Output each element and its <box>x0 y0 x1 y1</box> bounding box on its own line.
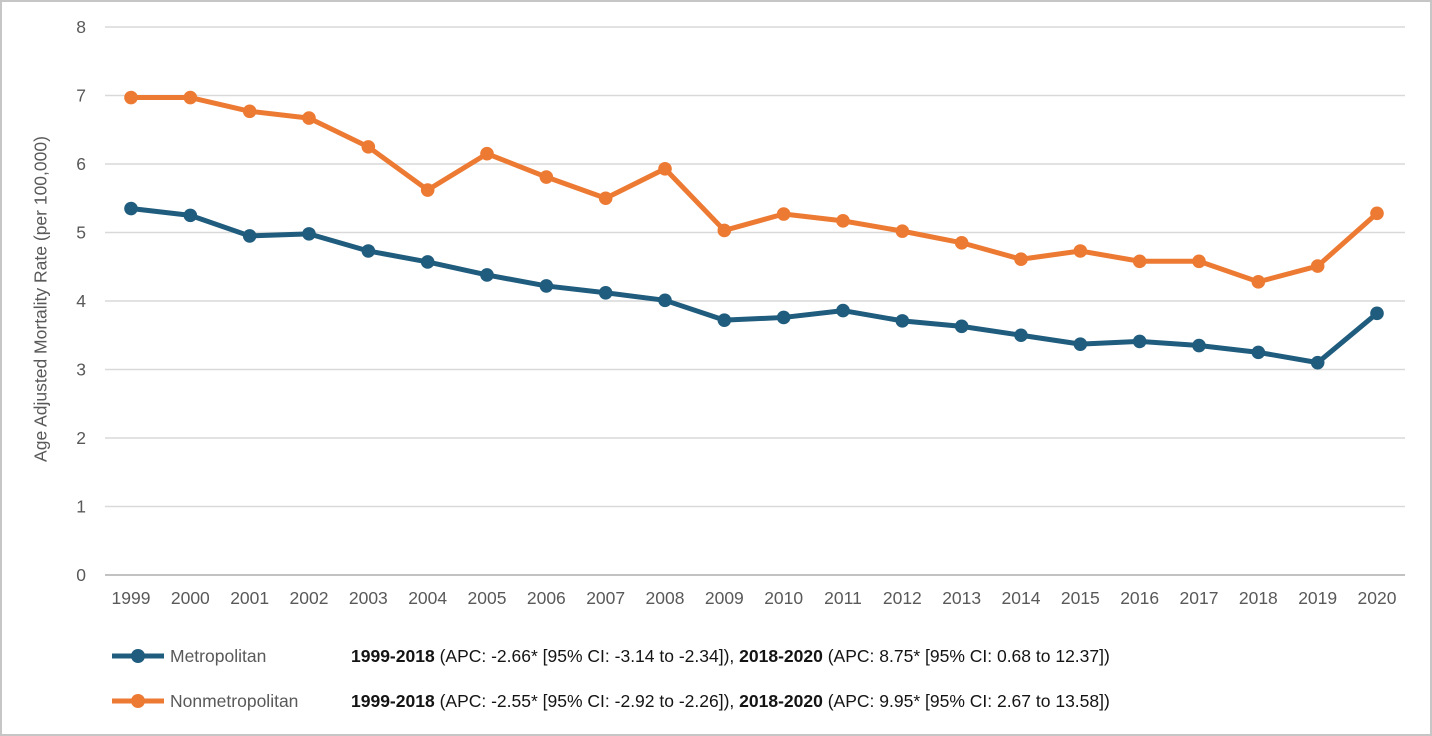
data-point <box>480 268 494 282</box>
x-axis-tick-labels: 1999 2000 2001 2002 2003 2004 2005 2006 2007 2008… <box>112 588 1397 608</box>
data-point <box>1014 252 1028 267</box>
data-point <box>124 90 138 105</box>
data-point <box>1251 275 1266 289</box>
svg-text:5: 5 <box>76 223 86 243</box>
svg-text:2020: 2020 <box>1358 588 1397 608</box>
data-point <box>717 223 732 238</box>
line-chart: 0 1 2 3 4 5 6 7 8 1999 2000 2001 2002 2003 2004 2005 200… <box>76 17 1405 608</box>
data-point <box>776 310 791 325</box>
data-point <box>658 161 672 176</box>
metropolitan-series-marker-icon <box>112 649 164 663</box>
data-point <box>836 303 850 318</box>
data-point <box>954 235 969 250</box>
svg-text:2003: 2003 <box>349 588 388 608</box>
data-point <box>658 293 672 308</box>
data-point <box>895 224 910 238</box>
data-point <box>480 146 494 161</box>
series-metropolitan <box>124 201 1384 370</box>
svg-text:2010: 2010 <box>764 588 803 608</box>
data-point <box>1132 254 1147 269</box>
data-point <box>539 170 554 184</box>
data-point <box>598 191 613 206</box>
svg-text:2007: 2007 <box>586 588 625 608</box>
data-point <box>1132 334 1147 349</box>
svg-text:2017: 2017 <box>1180 588 1219 608</box>
data-point <box>183 90 198 105</box>
legend-row-metropolitan: Metropolitan 1999-2018 (APC: -2.66* [95%… <box>110 644 1110 668</box>
data-point <box>242 104 257 119</box>
svg-text:1: 1 <box>76 497 86 517</box>
data-point <box>1073 244 1088 258</box>
svg-text:2014: 2014 <box>1002 588 1041 608</box>
legend-label-nonmetropolitan: Nonmetropolitan <box>170 690 299 711</box>
data-point <box>539 279 554 293</box>
svg-text:0: 0 <box>76 565 86 585</box>
svg-text:2013: 2013 <box>942 588 981 608</box>
svg-text:2005: 2005 <box>468 588 507 608</box>
svg-text:2001: 2001 <box>230 588 269 608</box>
svg-text:2004: 2004 <box>408 588 447 608</box>
data-point <box>1251 345 1266 360</box>
data-point <box>1073 337 1088 351</box>
legend-row-nonmetropolitan: Nonmetropolitan 1999-2018 (APC: -2.55* [… <box>110 689 1110 713</box>
svg-text:4: 4 <box>76 291 86 311</box>
data-point <box>420 183 435 197</box>
data-point <box>302 227 316 241</box>
data-point <box>776 207 791 221</box>
data-point <box>302 111 316 125</box>
data-point <box>1014 328 1028 343</box>
data-point <box>1370 306 1384 321</box>
legend-label-metropolitan: Metropolitan <box>170 645 267 666</box>
svg-text:8: 8 <box>76 17 86 37</box>
svg-text:6: 6 <box>76 154 86 174</box>
svg-text:2: 2 <box>76 428 86 448</box>
data-point <box>717 313 732 327</box>
nonmetropolitan-series-marker-icon <box>112 694 164 708</box>
svg-text:2015: 2015 <box>1061 588 1100 608</box>
data-point <box>242 229 257 243</box>
svg-text:2018: 2018 <box>1239 588 1278 608</box>
svg-text:2006: 2006 <box>527 588 566 608</box>
gridlines <box>105 26 1405 576</box>
svg-text:1999: 1999 <box>112 588 151 608</box>
data-point <box>183 208 198 223</box>
data-point <box>954 319 969 334</box>
data-point <box>124 201 138 216</box>
data-point <box>1310 355 1325 370</box>
data-point <box>895 314 910 328</box>
svg-text:2008: 2008 <box>646 588 685 608</box>
series-nonmetropolitan <box>124 90 1384 289</box>
svg-text:2009: 2009 <box>705 588 744 608</box>
svg-text:2012: 2012 <box>883 588 922 608</box>
data-point <box>361 140 376 154</box>
data-point <box>1370 206 1384 221</box>
svg-text:2002: 2002 <box>290 588 329 608</box>
nonmetropolitan-apc-stats: 1999-2018 (APC: -2.55* [95% CI: -2.92 to… <box>351 690 1110 711</box>
data-point <box>1192 338 1206 353</box>
data-point <box>836 214 850 228</box>
metropolitan-apc-stats: 1999-2018 (APC: -2.66* [95% CI: -3.14 to… <box>351 645 1110 666</box>
y-axis-title: Age Adjusted Mortality Rate (per 100,000… <box>30 136 51 462</box>
data-point <box>420 255 435 269</box>
data-point <box>598 285 613 300</box>
y-axis-tick-labels: 0 1 2 3 4 5 6 7 8 <box>76 17 86 585</box>
data-point <box>1310 259 1325 273</box>
svg-text:2011: 2011 <box>824 588 862 608</box>
svg-text:2019: 2019 <box>1298 588 1337 608</box>
svg-text:7: 7 <box>76 86 86 106</box>
svg-text:2000: 2000 <box>171 588 210 608</box>
data-point <box>1192 254 1206 269</box>
svg-text:2016: 2016 <box>1120 588 1159 608</box>
data-point <box>361 244 376 258</box>
svg-text:3: 3 <box>76 360 86 380</box>
